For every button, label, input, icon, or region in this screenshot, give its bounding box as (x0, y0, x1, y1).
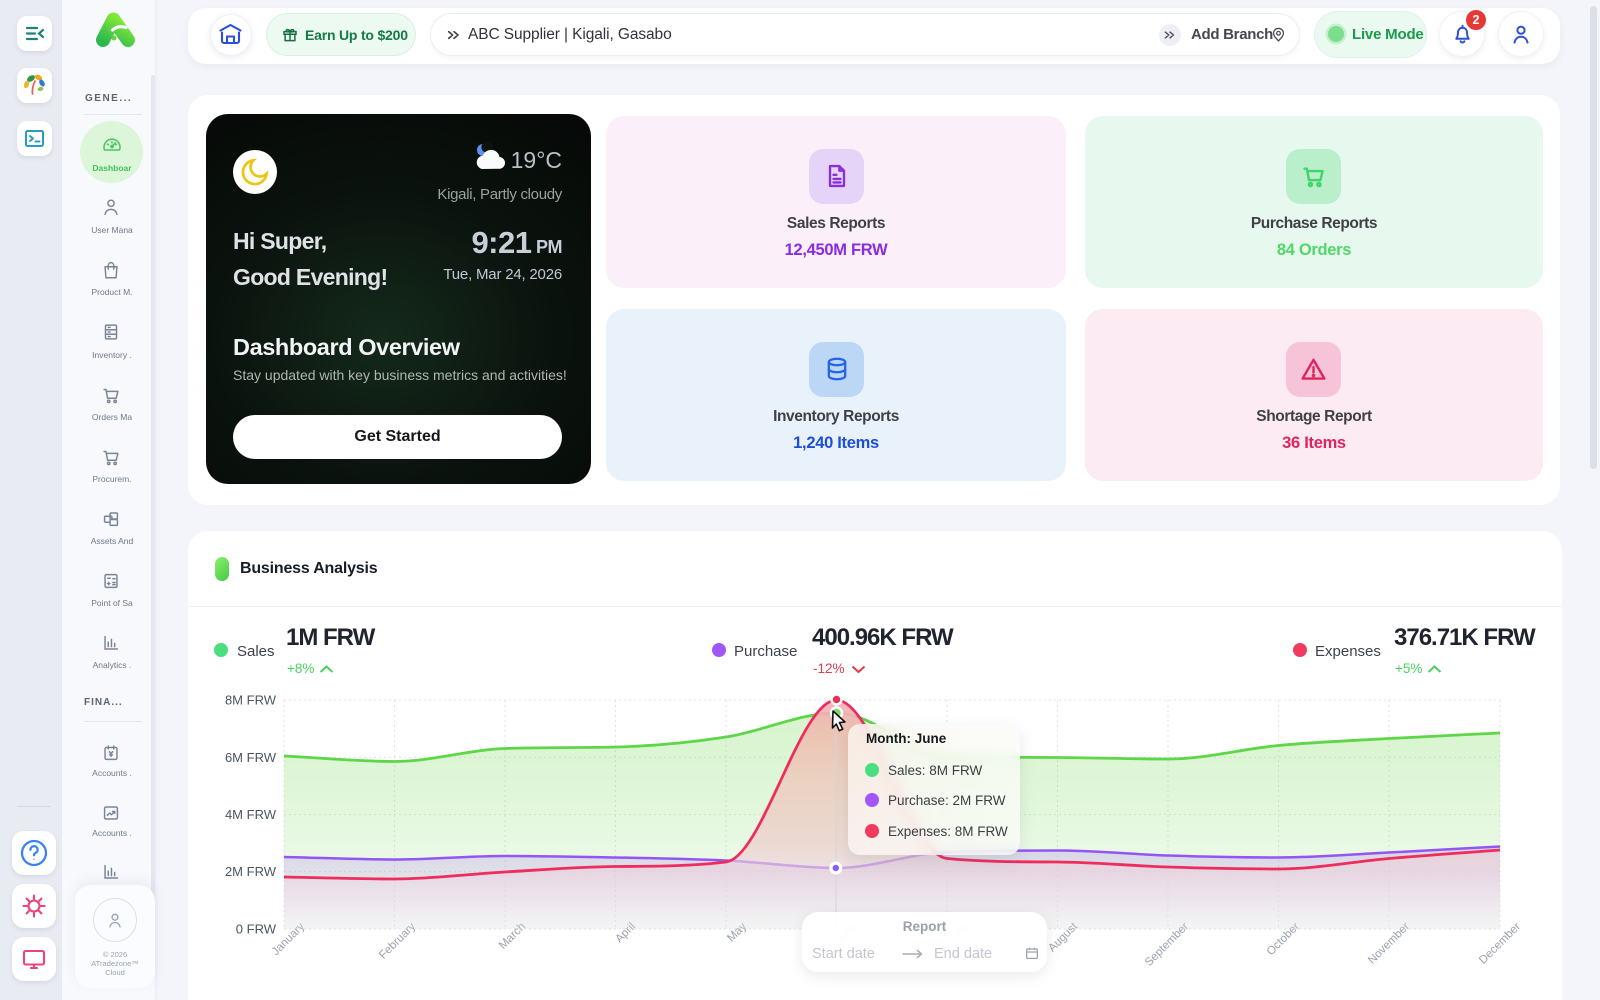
svg-text:8M FRW: 8M FRW (225, 693, 277, 708)
svg-text:4M FRW: 4M FRW (225, 807, 277, 822)
svg-text:6M FRW: 6M FRW (225, 750, 277, 765)
svg-text:2M FRW: 2M FRW (225, 864, 277, 879)
svg-text:0 FRW: 0 FRW (236, 922, 277, 937)
